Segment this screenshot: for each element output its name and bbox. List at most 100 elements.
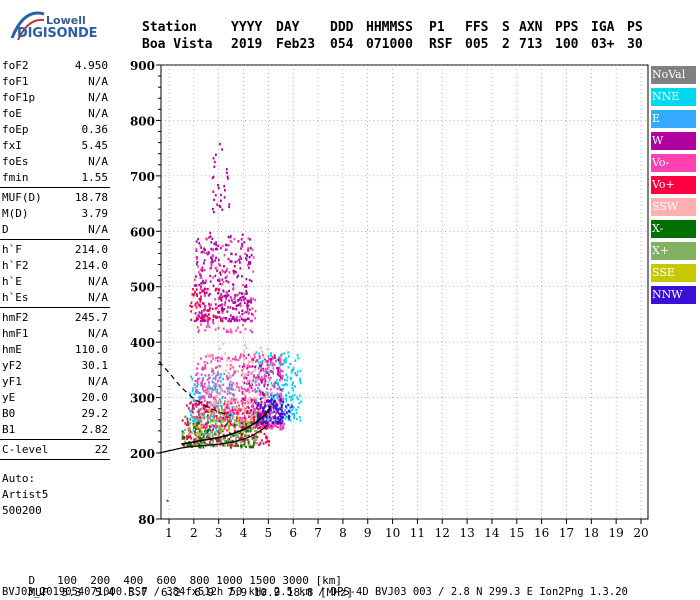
echo-point-ssw bbox=[260, 346, 262, 350]
echo-point-nne bbox=[298, 416, 301, 419]
echo-point-vo- bbox=[216, 306, 219, 310]
auto-info-line: Auto: bbox=[2, 472, 36, 485]
x-tick-label: 17 bbox=[559, 526, 574, 540]
echo-point-ssw bbox=[230, 365, 233, 368]
echo-point-sse bbox=[250, 417, 253, 420]
echo-point-vo- bbox=[202, 387, 204, 391]
echo-point-nne bbox=[261, 360, 264, 363]
echo-point-vo- bbox=[222, 309, 224, 313]
echo-point-nne bbox=[281, 383, 284, 387]
echo-point-x- bbox=[207, 433, 210, 437]
param-name: fmin bbox=[2, 171, 29, 184]
legend-item: E bbox=[651, 110, 696, 128]
echo-point-vo- bbox=[197, 435, 200, 438]
echo-point-w bbox=[249, 238, 251, 241]
echo-point-ssw bbox=[245, 346, 248, 349]
echo-point-vo- bbox=[196, 367, 198, 370]
echo-point-vo- bbox=[194, 442, 197, 445]
echo-point-vo- bbox=[203, 424, 206, 427]
echo-point-x- bbox=[258, 431, 260, 434]
echo-point-ssw bbox=[243, 407, 245, 410]
echo-point-vo- bbox=[195, 306, 198, 309]
echo-point-x- bbox=[219, 419, 221, 423]
echo-point-vo- bbox=[261, 411, 263, 414]
echo-point-vo- bbox=[243, 363, 246, 367]
distance-label: D bbox=[28, 574, 36, 587]
echo-point-w bbox=[225, 269, 228, 272]
param-row: h`F2 214.0 bbox=[0, 258, 108, 274]
echo-point-x- bbox=[191, 431, 193, 434]
echo-point-vo- bbox=[233, 272, 235, 275]
echo-point-ssw bbox=[226, 363, 228, 367]
echo-point-e bbox=[284, 382, 287, 386]
echo-point-w bbox=[242, 365, 244, 369]
echo-point-x- bbox=[225, 440, 227, 443]
echo-point-vo- bbox=[201, 426, 204, 429]
header-label-s: S bbox=[502, 20, 510, 35]
echo-point-vo- bbox=[224, 303, 226, 307]
echo-point-w bbox=[232, 317, 235, 320]
echo-point-nnw bbox=[279, 413, 281, 417]
echo-point-vo- bbox=[247, 388, 250, 391]
echo-point-vo- bbox=[269, 376, 272, 380]
echo-point-vo- bbox=[214, 377, 217, 381]
echo-point-vo- bbox=[280, 354, 283, 357]
echo-point-w bbox=[218, 297, 221, 301]
echo-point-x- bbox=[187, 444, 189, 448]
echo-point-nne bbox=[276, 397, 279, 400]
echo-point-x- bbox=[226, 438, 229, 441]
echo-point-vo- bbox=[252, 411, 255, 415]
echo-point-x- bbox=[181, 432, 184, 435]
echo-point-sse bbox=[244, 432, 247, 436]
echo-point-x- bbox=[215, 427, 217, 430]
echo-point-w bbox=[199, 291, 201, 294]
param-value: 1.55 bbox=[81, 171, 109, 184]
echo-point-ssw bbox=[229, 374, 231, 377]
echo-point-nne bbox=[287, 366, 290, 369]
echo-point-w bbox=[242, 295, 245, 298]
echo-point-w bbox=[250, 253, 253, 257]
echo-point-x- bbox=[207, 421, 209, 424]
echo-point-nne bbox=[289, 362, 291, 366]
echo-point-w bbox=[238, 291, 241, 295]
echo-point-vo- bbox=[234, 358, 236, 361]
echo-point-vo- bbox=[201, 385, 204, 388]
echo-point-vo- bbox=[234, 398, 237, 401]
echo-point-vo- bbox=[225, 413, 228, 416]
echo-point-vo- bbox=[230, 397, 233, 401]
echo-point-x- bbox=[244, 438, 247, 441]
echo-point-w bbox=[244, 297, 247, 300]
echo-point-nne bbox=[280, 353, 283, 356]
echo-point-e bbox=[209, 401, 212, 404]
echo-point-vo- bbox=[204, 367, 207, 370]
echo-point-nne bbox=[208, 384, 210, 387]
echo-point-w bbox=[260, 364, 263, 367]
echo-point-e bbox=[201, 386, 204, 389]
echo-point-ssw bbox=[266, 404, 269, 408]
echo-point-w bbox=[245, 277, 248, 281]
echo-point-ssw bbox=[261, 350, 263, 353]
echo-point-vo- bbox=[222, 433, 225, 437]
echo-point-vo- bbox=[250, 421, 253, 425]
echo-point-w bbox=[223, 295, 226, 298]
echo-point-vo- bbox=[266, 362, 269, 366]
echo-point-w bbox=[279, 388, 282, 391]
echo-point-vo- bbox=[252, 256, 255, 259]
echo-point-x- bbox=[235, 442, 238, 445]
echo-point-nne bbox=[255, 380, 257, 383]
echo-point-vo- bbox=[216, 365, 219, 369]
echo-point-vo- bbox=[206, 318, 209, 321]
echo-point-w bbox=[239, 261, 241, 264]
echo-point-e bbox=[222, 377, 224, 381]
header-value-ps: 30 bbox=[627, 37, 643, 52]
echo-point-vo- bbox=[212, 428, 214, 431]
echo-point-vo- bbox=[181, 437, 184, 440]
echo-point-vo- bbox=[232, 357, 234, 361]
echo-point-w bbox=[209, 235, 212, 238]
echo-point-vo- bbox=[200, 419, 203, 423]
echo-point-w bbox=[234, 300, 237, 303]
echo-point-w bbox=[219, 246, 222, 250]
echo-point-w bbox=[224, 294, 227, 297]
echo-point-nne bbox=[289, 407, 291, 410]
echo-point-vo- bbox=[254, 390, 257, 394]
